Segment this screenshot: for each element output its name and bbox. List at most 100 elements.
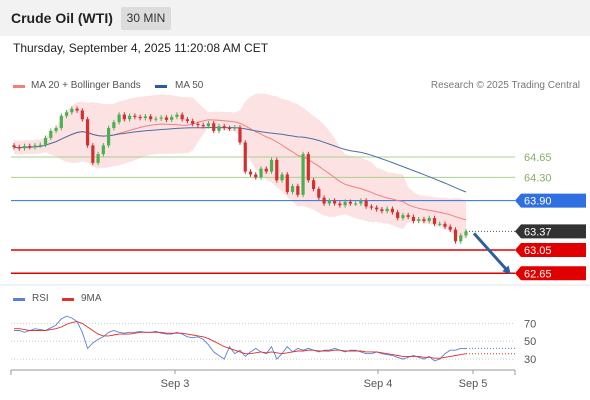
candle-body — [269, 159, 274, 172]
candle-body — [49, 130, 53, 138]
candle — [306, 151, 310, 183]
candle — [159, 115, 163, 121]
candle — [54, 125, 58, 134]
candle-body — [64, 112, 69, 116]
candle-body — [91, 145, 95, 163]
candle-body — [12, 145, 16, 148]
candle-body — [306, 154, 310, 181]
candle-body — [359, 200, 363, 204]
candle-body — [333, 200, 337, 204]
label-last-price-box — [515, 224, 586, 239]
candle-body — [17, 147, 21, 149]
x-tick-label: Sep 5 — [459, 378, 488, 390]
rsi-ma-legend-label: 9MA — [81, 293, 102, 304]
candle — [269, 157, 274, 174]
candle — [453, 227, 458, 244]
candle-body — [296, 186, 300, 195]
candle-body — [396, 212, 400, 219]
candle — [191, 118, 195, 127]
ma20-legend-label: MA 20 + Bollinger Bands — [31, 80, 141, 91]
candle-body — [290, 186, 295, 192]
candle — [122, 112, 126, 122]
candle — [327, 198, 331, 206]
candle — [185, 116, 190, 124]
candle — [101, 143, 105, 157]
research-credit: Research © 2025 Trading Central — [430, 80, 580, 91]
candle — [259, 166, 263, 180]
candle — [180, 112, 184, 122]
x-tick-label: Sep 3 — [161, 378, 190, 390]
candle-body — [43, 137, 48, 145]
rsi-tick-label: 50 — [524, 336, 536, 348]
candle-body — [222, 126, 226, 128]
candle — [311, 177, 316, 192]
label-ma50: 63.90 — [524, 196, 552, 208]
timeframe-button[interactable]: 30 MIN — [121, 7, 171, 30]
candle-body — [385, 208, 389, 212]
candle — [117, 112, 121, 125]
candle-body — [143, 116, 147, 119]
candle-body — [390, 208, 395, 213]
candle — [422, 216, 426, 224]
rsi-tick-label: 70 — [524, 318, 536, 330]
candle — [375, 205, 379, 212]
candle — [333, 198, 337, 206]
candle — [201, 122, 205, 129]
candle-body — [275, 159, 279, 181]
instrument-title: Crude Oil (WTI) — [11, 10, 113, 26]
candle-body — [180, 114, 184, 120]
candle — [401, 212, 405, 221]
candle — [317, 186, 321, 201]
candle-body — [112, 122, 116, 128]
candle-body — [432, 218, 437, 224]
candle-body — [133, 115, 137, 117]
candle-body — [75, 108, 79, 111]
candle — [438, 221, 442, 227]
candle-body — [70, 108, 74, 113]
candle — [175, 112, 179, 120]
candle — [348, 199, 352, 206]
candle — [338, 201, 342, 208]
candle — [243, 140, 247, 174]
candle-body — [401, 215, 405, 219]
candle-body — [85, 119, 90, 146]
candle — [217, 123, 221, 134]
candle-body — [54, 127, 58, 131]
candle-body — [201, 125, 205, 127]
candle — [301, 151, 305, 198]
candle-body — [212, 123, 216, 131]
candle-body — [243, 142, 247, 172]
candle — [170, 114, 174, 123]
rsi-ma-line — [14, 321, 467, 359]
candle-body — [343, 201, 347, 206]
candle-body — [217, 126, 221, 131]
candle — [432, 215, 437, 227]
chart-header: Crude Oil (WTI) 30 MIN — [0, 0, 590, 36]
candle-body — [107, 127, 111, 146]
candle-body — [185, 119, 190, 121]
candle-body — [338, 203, 342, 206]
candle — [464, 229, 468, 238]
candle — [343, 199, 347, 208]
candle-body — [448, 226, 452, 230]
candle-body — [417, 219, 421, 221]
candle-body — [285, 174, 289, 192]
label-s1-box — [515, 243, 586, 258]
candle-body — [38, 144, 42, 146]
candle-body — [227, 127, 232, 129]
candle — [290, 183, 295, 195]
candle-body — [438, 223, 442, 225]
candle — [22, 143, 27, 151]
candle-body — [206, 123, 211, 127]
rsi-tick-label: 30 — [524, 354, 536, 366]
candle-body — [380, 209, 384, 212]
candle — [254, 172, 258, 180]
x-tick-label: Sep 4 — [364, 378, 393, 390]
candle — [91, 143, 95, 166]
label-s1: 63.05 — [524, 245, 552, 257]
label-r2: 64.30 — [524, 172, 552, 184]
candle — [138, 114, 142, 121]
candle — [459, 233, 463, 244]
candle — [359, 198, 363, 206]
